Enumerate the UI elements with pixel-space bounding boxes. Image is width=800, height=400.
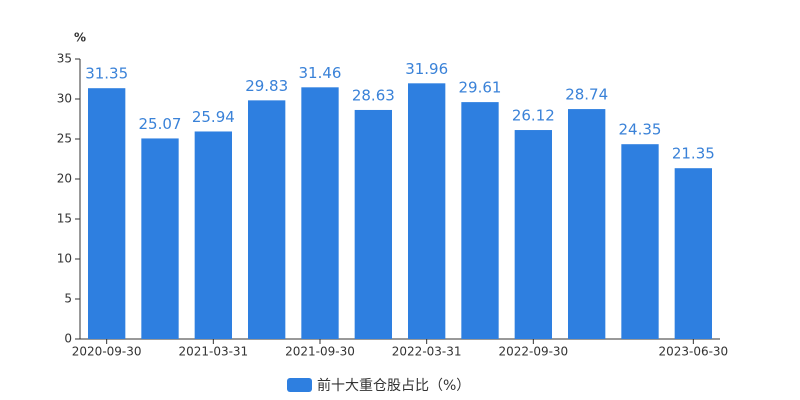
value-label: 31.35: [85, 65, 128, 83]
y-tick-label: 20: [57, 172, 72, 186]
y-tick-label: 30: [57, 92, 72, 106]
y-unit: %: [74, 31, 86, 45]
value-label: 21.35: [672, 145, 715, 163]
x-tick-label: 2021-03-31: [178, 345, 248, 359]
value-label: 24.35: [619, 121, 662, 139]
bar: [514, 130, 552, 339]
x-tick-label: 2023-06-30: [658, 345, 728, 359]
y-tick-label: 5: [64, 292, 72, 306]
bar: [408, 83, 446, 339]
bar: [88, 88, 126, 339]
x-tick-label: 2021-09-30: [285, 345, 355, 359]
bar: [248, 100, 286, 339]
y-tick-label: 25: [57, 132, 72, 146]
value-label: 28.63: [352, 86, 395, 104]
bar: [194, 131, 232, 339]
bar: [621, 144, 659, 339]
x-tick-label: 2022-09-30: [498, 345, 568, 359]
value-label: 29.61: [459, 79, 502, 97]
y-tick-label: 15: [57, 212, 72, 226]
bar: [354, 109, 392, 340]
x-tick-label: 2020-09-30: [72, 345, 142, 359]
bar: [461, 102, 499, 340]
value-label: 25.94: [192, 108, 235, 126]
value-label: 28.74: [565, 86, 608, 104]
x-tick-label: 2022-03-31: [392, 345, 462, 359]
legend-label: 前十大重仓股占比（%）: [317, 377, 470, 394]
y-tick-label: 35: [57, 52, 72, 66]
bar: [301, 87, 339, 339]
value-label: 29.83: [245, 77, 288, 95]
value-label: 26.12: [512, 107, 555, 125]
value-label: 25.07: [139, 115, 182, 133]
legend-swatch: [287, 378, 312, 392]
value-label: 31.96: [405, 60, 448, 78]
bar: [568, 109, 606, 339]
bar: [674, 168, 712, 339]
y-tick-label: 0: [64, 332, 72, 346]
value-label: 31.46: [299, 64, 342, 82]
bar: [141, 138, 179, 339]
y-tick-label: 10: [57, 252, 72, 266]
